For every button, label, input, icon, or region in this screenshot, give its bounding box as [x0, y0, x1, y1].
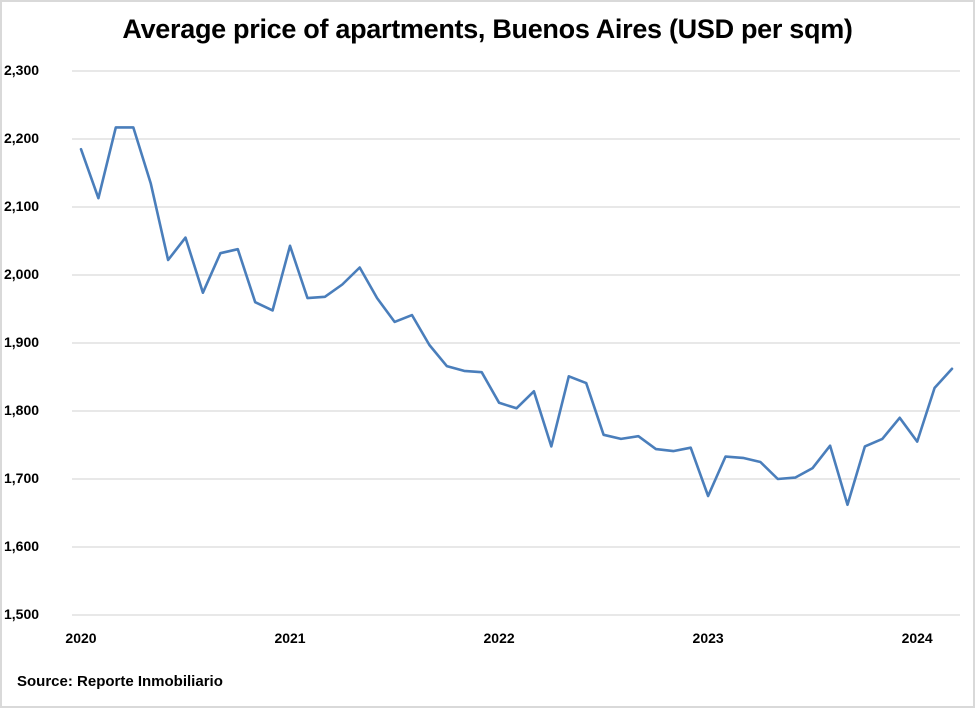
- y-tick-label: 2,100: [4, 198, 40, 214]
- y-tick-label: 2,300: [4, 62, 40, 78]
- source-note: Source: Reporte Inmobiliario: [17, 673, 223, 690]
- y-tick-label: 1,600: [4, 538, 40, 554]
- y-tick-label: 2,200: [4, 130, 40, 146]
- y-tick-label: 1,700: [4, 470, 40, 486]
- x-tick-label: 2020: [65, 630, 97, 646]
- y-tick-label: 1,500: [4, 606, 40, 622]
- x-tick-label: 2021: [274, 630, 306, 646]
- gridlines: [72, 70, 960, 616]
- y-tick-label: 1,800: [4, 402, 40, 418]
- chart-title: Average price of apartments, Buenos Aire…: [122, 14, 853, 44]
- x-tick-label: 2022: [483, 630, 515, 646]
- x-tick-label: 2023: [692, 630, 724, 646]
- price-line-series: [79, 126, 954, 507]
- y-tick-label: 1,900: [4, 334, 40, 350]
- x-tick-label: 2024: [901, 630, 933, 646]
- y-tick-label: 2,000: [4, 266, 40, 282]
